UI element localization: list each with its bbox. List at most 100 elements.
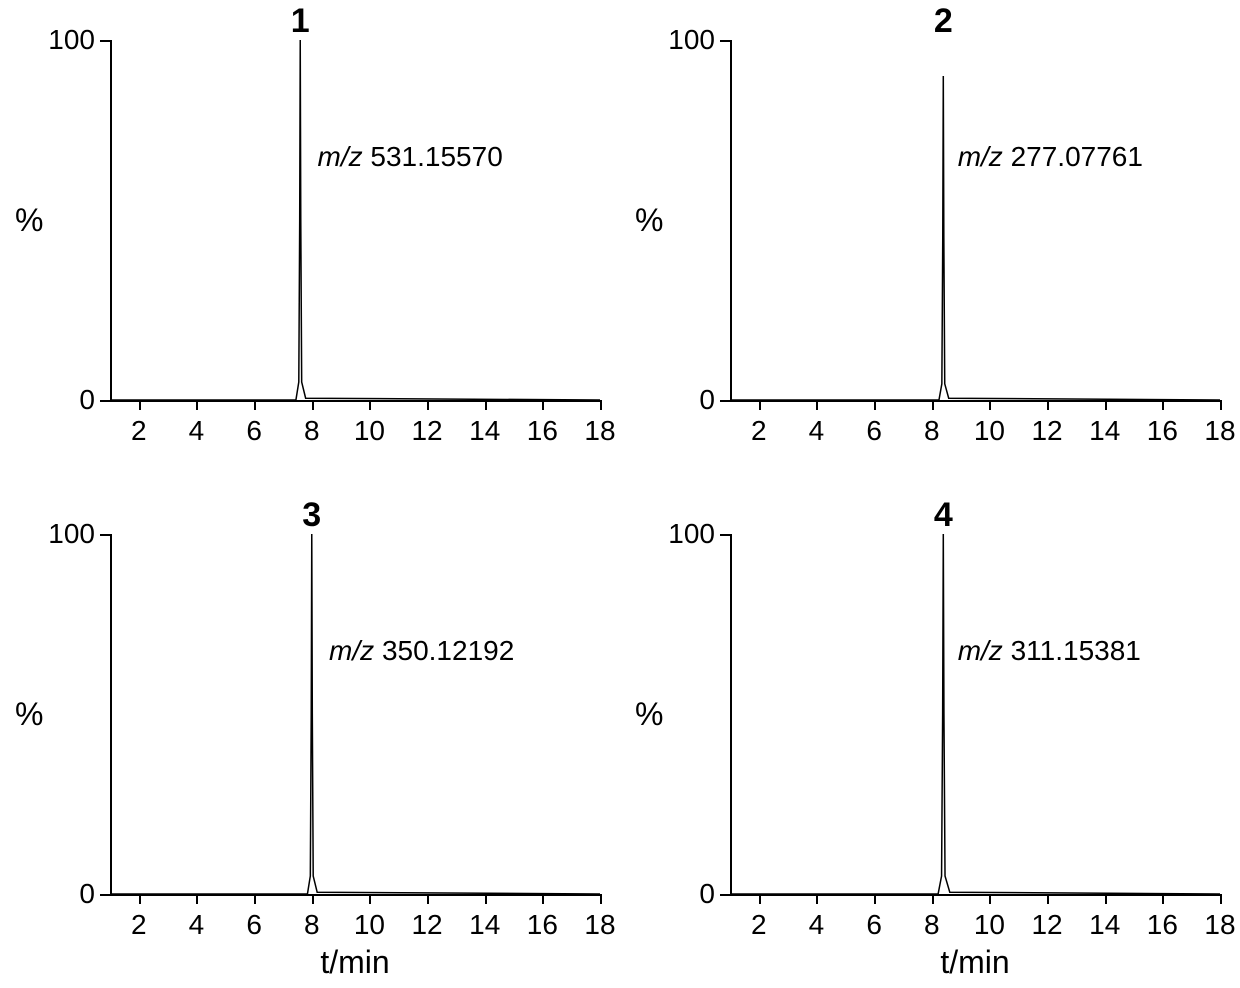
x-tick-label: 14 xyxy=(1089,415,1120,447)
x-tick xyxy=(485,400,487,410)
panel-number-label: 1 xyxy=(291,2,310,41)
x-tick-label: 12 xyxy=(1031,909,1062,941)
x-tick xyxy=(874,400,876,410)
x-tick-label: 12 xyxy=(411,909,442,941)
x-tick-label: 8 xyxy=(304,415,320,447)
x-tick-label: 12 xyxy=(1031,415,1062,447)
x-tick-label: 2 xyxy=(751,909,767,941)
y-tick-label: 100 xyxy=(48,518,95,550)
y-tick-label: 100 xyxy=(668,24,715,56)
x-tick xyxy=(1220,894,1222,904)
x-tick-label: 4 xyxy=(809,415,825,447)
mz-value: 531.15570 xyxy=(370,141,502,172)
x-tick-label: 18 xyxy=(1204,909,1235,941)
x-tick-label: 2 xyxy=(131,909,147,941)
x-tick-label: 8 xyxy=(924,415,940,447)
x-tick xyxy=(759,894,761,904)
x-tick-label: 12 xyxy=(411,415,442,447)
x-tick xyxy=(1105,894,1107,904)
x-tick-label: 10 xyxy=(974,909,1005,941)
y-tick xyxy=(720,400,730,402)
x-tick-label: 16 xyxy=(527,909,558,941)
mz-prefix: m/z xyxy=(958,635,1011,666)
x-tick-label: 10 xyxy=(354,909,385,941)
y-tick-label: 100 xyxy=(668,518,715,550)
x-tick xyxy=(1162,894,1164,904)
x-tick-label: 6 xyxy=(246,909,262,941)
y-axis-label: % xyxy=(635,202,663,239)
x-tick-label: 14 xyxy=(469,415,500,447)
y-axis-label: % xyxy=(635,696,663,733)
x-tick xyxy=(1162,400,1164,410)
x-tick-label: 14 xyxy=(469,909,500,941)
mz-annotation: m/z 531.15570 xyxy=(318,141,503,173)
x-tick xyxy=(312,400,314,410)
x-tick-label: 4 xyxy=(809,909,825,941)
y-tick xyxy=(720,534,730,536)
mz-annotation: m/z 277.07761 xyxy=(958,141,1143,173)
x-tick xyxy=(989,400,991,410)
chromatogram-panel-2: 246810121416180100%2m/z 277.07761 xyxy=(620,0,1240,494)
x-tick xyxy=(816,400,818,410)
x-tick-label: 18 xyxy=(584,909,615,941)
y-tick xyxy=(100,40,110,42)
x-tick-label: 16 xyxy=(1147,909,1178,941)
x-tick xyxy=(312,894,314,904)
x-tick-label: 4 xyxy=(189,415,205,447)
y-tick-label: 0 xyxy=(699,878,715,910)
x-tick xyxy=(542,400,544,410)
y-tick xyxy=(720,894,730,896)
mz-prefix: m/z xyxy=(958,141,1011,172)
chromatogram-trace xyxy=(110,40,600,400)
x-tick xyxy=(759,400,761,410)
x-tick-label: 8 xyxy=(924,909,940,941)
y-tick xyxy=(100,534,110,536)
x-tick xyxy=(932,894,934,904)
x-tick-label: 18 xyxy=(1204,415,1235,447)
x-tick-label: 6 xyxy=(866,909,882,941)
chromatogram-panel-1: 246810121416180100%1m/z 531.15570 xyxy=(0,0,620,494)
x-tick xyxy=(196,894,198,904)
x-tick xyxy=(542,894,544,904)
chromatogram-trace xyxy=(110,534,600,894)
x-tick-label: 16 xyxy=(527,415,558,447)
mz-annotation: m/z 311.15381 xyxy=(958,635,1141,667)
y-tick-label: 100 xyxy=(48,24,95,56)
x-tick xyxy=(254,400,256,410)
mz-value: 350.12192 xyxy=(382,635,514,666)
x-tick xyxy=(1220,400,1222,410)
x-tick-label: 14 xyxy=(1089,909,1120,941)
x-tick-label: 4 xyxy=(189,909,205,941)
x-tick-label: 10 xyxy=(354,415,385,447)
x-tick xyxy=(427,894,429,904)
x-tick xyxy=(1105,400,1107,410)
x-tick xyxy=(600,894,602,904)
x-tick xyxy=(1047,400,1049,410)
chromatogram-panel-4: 2 4 6 8 10 12 14 16 18 0 100% t/min 4 m/z 311.15381 xyxy=(620,494,1240,988)
x-tick xyxy=(874,894,876,904)
x-axis-label: t/min xyxy=(320,944,389,981)
mz-value: 277.07761 xyxy=(1011,141,1143,172)
mz-annotation: m/z 350.12192 xyxy=(329,635,514,667)
x-tick xyxy=(139,894,141,904)
x-tick-label: 6 xyxy=(246,415,262,447)
x-tick xyxy=(427,400,429,410)
chromatogram-trace xyxy=(730,40,1220,400)
mz-prefix: m/z xyxy=(329,635,382,666)
x-tick xyxy=(816,894,818,904)
x-tick xyxy=(932,400,934,410)
x-tick xyxy=(485,894,487,904)
y-tick xyxy=(720,40,730,42)
x-tick xyxy=(1047,894,1049,904)
panel-number-label: 4 xyxy=(934,496,953,535)
x-tick-label: 10 xyxy=(974,415,1005,447)
x-tick-label: 2 xyxy=(751,415,767,447)
x-axis-label: t/min xyxy=(940,944,1009,981)
x-tick-label: 16 xyxy=(1147,415,1178,447)
x-tick xyxy=(139,400,141,410)
chromatogram-grid: 2 4 6 8 10 12 14 16 18 0 100% 1 m/z 531.15570 2 4 6 8 10 1… xyxy=(0,0,1240,988)
x-tick-label: 18 xyxy=(584,415,615,447)
chromatogram-panel-3: 246810121416180100%t/min3m/z 350.12192 xyxy=(0,494,620,988)
x-tick-label: 6 xyxy=(866,415,882,447)
y-axis-label: % xyxy=(15,202,43,239)
